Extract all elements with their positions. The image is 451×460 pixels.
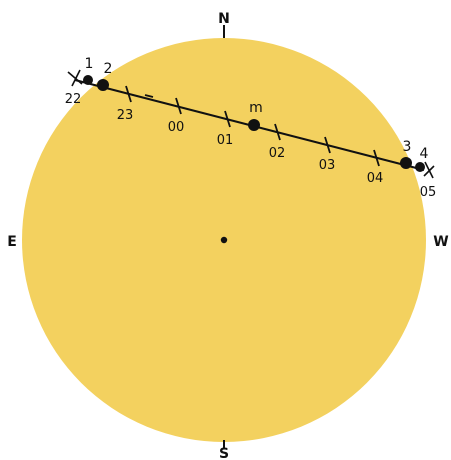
planet-contact2 [97,79,109,91]
contact1-mark-b [71,69,81,87]
hour-label-01: 01 [217,133,234,148]
label-contact2: 2 [104,61,113,77]
compass-north: N [218,11,230,27]
hour-tick-03 [324,136,331,154]
hour-label-22: 22 [65,92,82,107]
hour-tick-01 [224,110,231,128]
hour-label-05: 05 [420,185,437,200]
hour-label-03: 03 [319,158,336,173]
label-mid: m [249,100,263,116]
compass-east: E [7,234,17,250]
hour-tick-04 [373,149,380,167]
compass-south: S [219,446,229,460]
label-contact3: 3 [403,139,412,155]
hour-tick-23 [125,85,132,103]
hour-tick-00 [175,97,182,115]
label-contact1: 1 [85,56,94,72]
hour-label-02: 02 [269,146,286,161]
planet-contact1 [83,75,93,85]
planet-contact3 [400,157,412,169]
hour-label-00: 00 [168,120,185,135]
planet-contact4 [415,162,425,172]
hour-tick-2330 [144,94,154,98]
hour-label-04: 04 [367,171,384,186]
contact4-mark-b [423,165,435,177]
contact1-mark-a [67,71,83,85]
hour-label-23: 23 [117,108,134,123]
center-dot [220,236,228,244]
label-contact4: 4 [420,146,429,162]
hour-tick-02 [274,123,281,141]
planet-mid [248,119,260,131]
compass-west: W [433,234,448,250]
